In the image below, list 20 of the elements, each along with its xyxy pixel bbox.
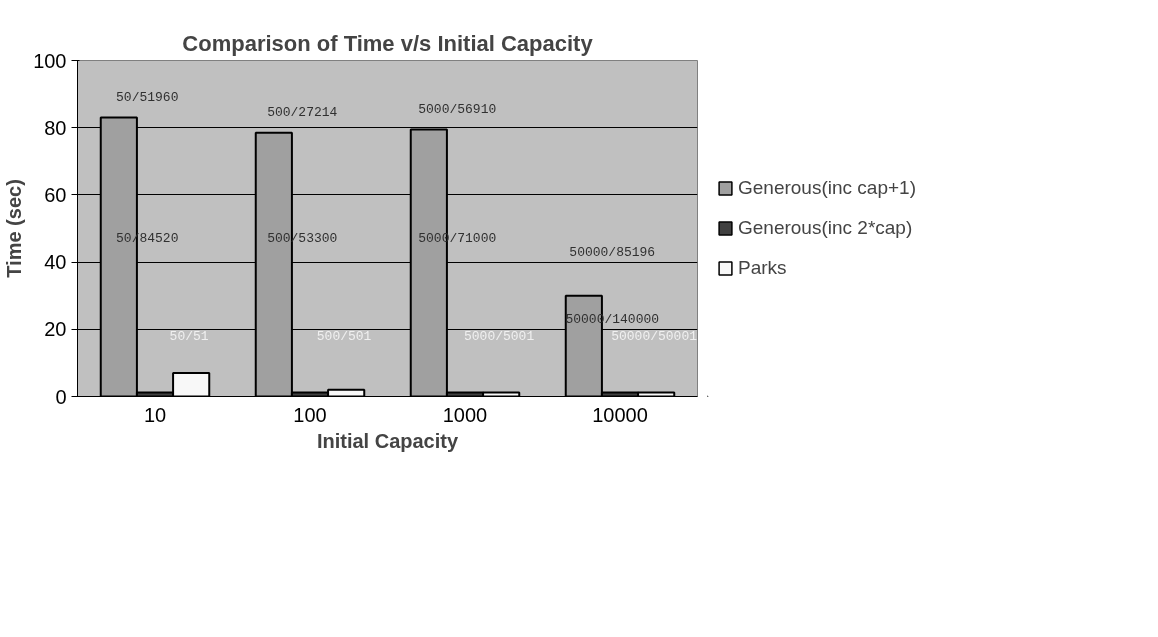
legend-label: Generous(inc 2*cap) — [738, 217, 913, 239]
annotation: 50/51960 — [116, 89, 179, 105]
x-axis-title: Initial Capacity — [316, 429, 459, 452]
y-tick-label: 80 — [44, 116, 67, 139]
y-tick-label: 0 — [55, 385, 67, 408]
annotation: 50000/85196 — [569, 244, 656, 260]
annotation: 5000/56910 — [418, 101, 497, 117]
chart-title: Comparison of Time v/s Initial Capacity — [182, 30, 594, 56]
y-tick-label: 100 — [33, 49, 67, 72]
y-tick-label: 20 — [44, 318, 67, 341]
x-tick-label: 1000 — [442, 403, 488, 426]
x-tick-label: 10 — [143, 403, 167, 426]
y-axis-title: Time (sec) — [3, 179, 26, 278]
legend-label: Parks — [738, 257, 787, 279]
x-tick-label: 10000 — [592, 403, 648, 426]
annotation: 500/27214 — [267, 105, 338, 121]
x-tick-label: 100 — [293, 403, 327, 426]
y-tick-label: 60 — [44, 183, 67, 206]
y-tick-label: 40 — [44, 251, 67, 274]
legend-label: Generous(inc cap+1) — [738, 177, 916, 199]
